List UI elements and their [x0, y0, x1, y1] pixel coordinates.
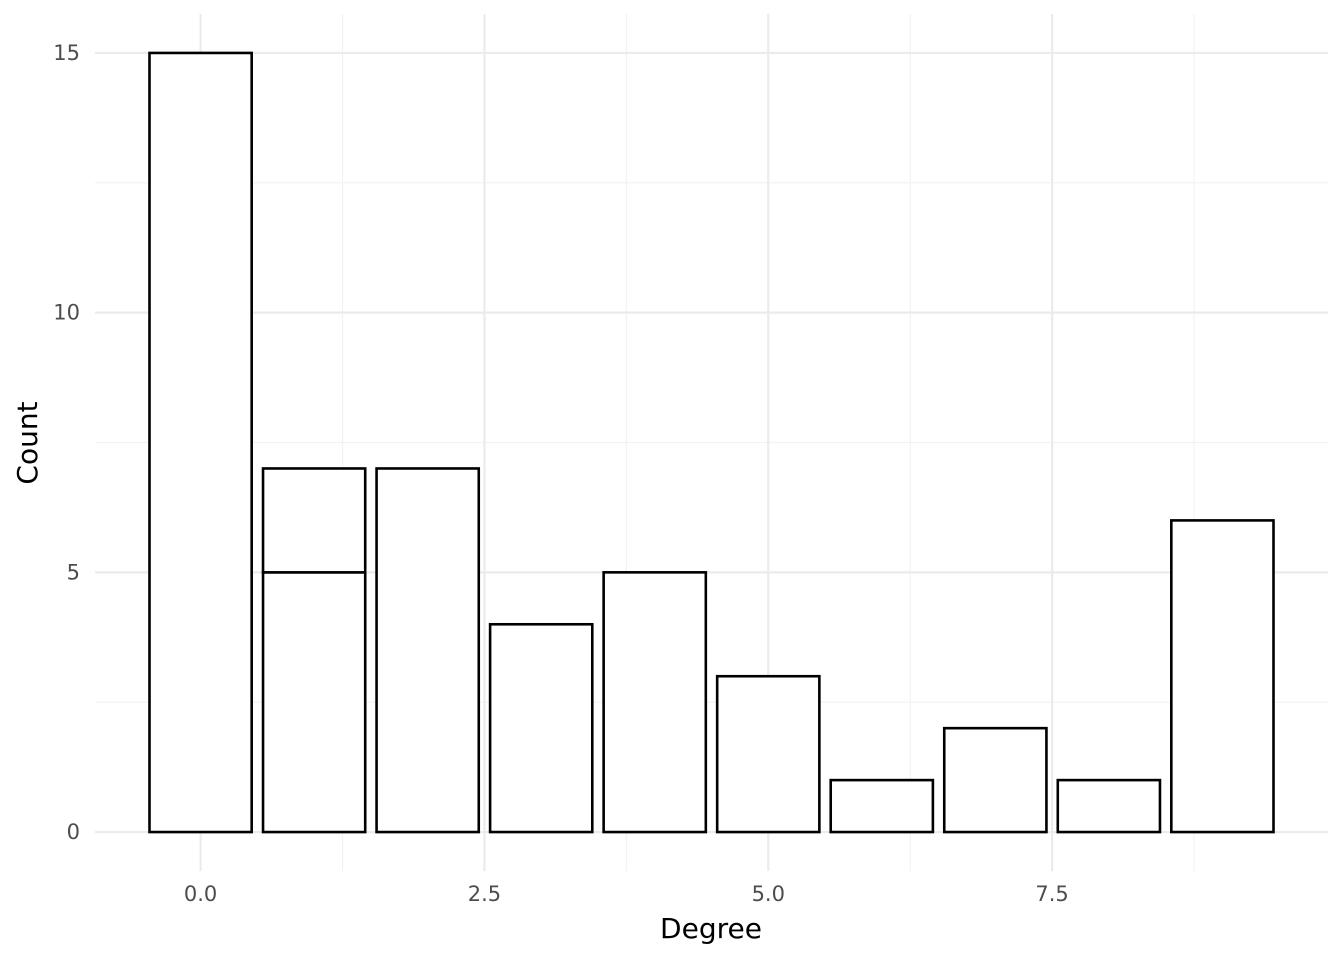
bar-8: [1056, 778, 1162, 834]
x-axis-title: Degree: [660, 912, 762, 945]
bar-1-segment-0: [261, 571, 367, 834]
bar-7: [942, 726, 1048, 834]
bar-3: [488, 622, 594, 834]
bar-0: [148, 51, 253, 834]
bar-1-segment-1: [261, 467, 367, 574]
x-tick-label: 0.0: [184, 882, 217, 906]
bar-5: [715, 674, 821, 834]
bars: [148, 51, 1275, 834]
bar-9: [1170, 519, 1275, 834]
y-tick-label: 15: [53, 41, 80, 65]
y-axis-title: Count: [11, 401, 44, 484]
y-tick-label: 0: [67, 820, 80, 844]
bar-4: [602, 571, 708, 834]
y-tick-label: 5: [67, 560, 80, 584]
y-tick-label: 10: [53, 301, 80, 325]
x-tick-label: 5.0: [752, 882, 785, 906]
x-tick-label: 7.5: [1035, 882, 1068, 906]
x-tick-label: 2.5: [468, 882, 501, 906]
tick-labels: 0.0 2.5 5.0 7.5 0 5 10 15: [53, 41, 1069, 906]
bar-6: [829, 778, 935, 834]
bar-2: [375, 467, 481, 834]
